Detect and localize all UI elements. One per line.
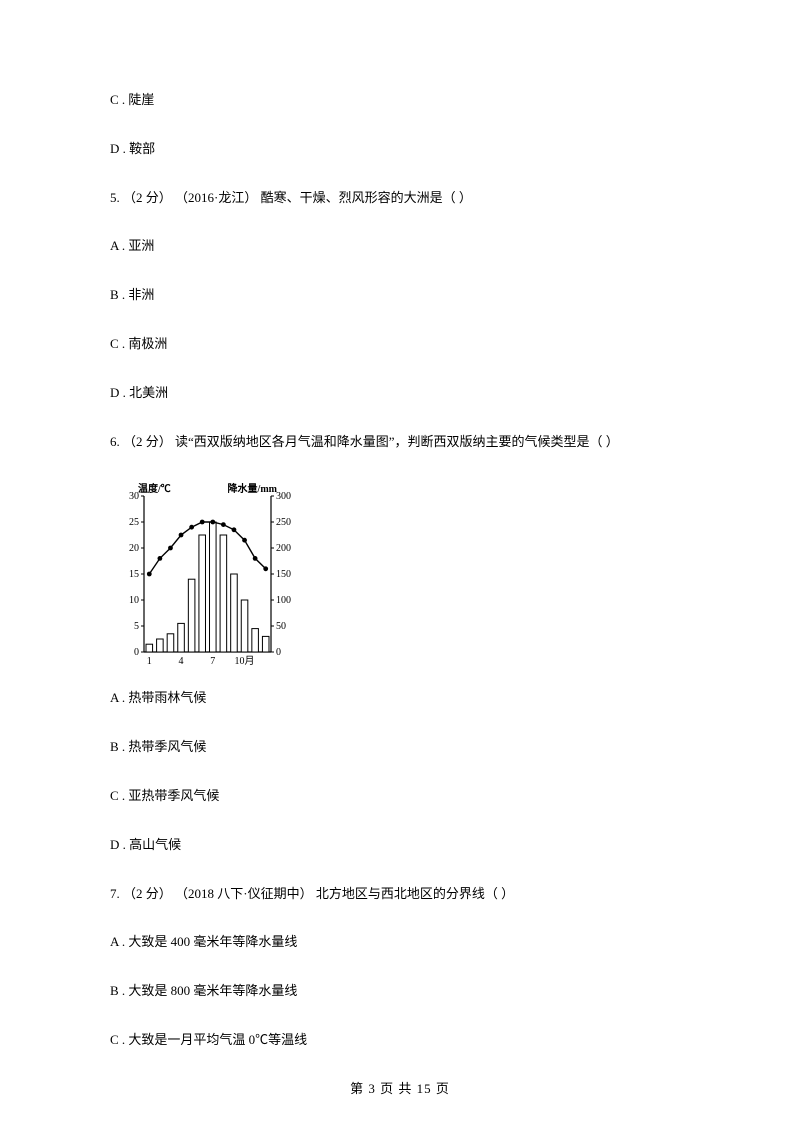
svg-text:10: 10 [129, 595, 139, 606]
option-c-6: C . 亚热带季风气候 [110, 786, 690, 807]
option-c-5: C . 南极洲 [110, 334, 690, 355]
question-7: 7. （2 分） （2018 八下·仪征期中） 北方地区与西北地区的分界线（ ） [110, 884, 690, 905]
option-c-4: C . 陡崖 [110, 90, 690, 111]
svg-text:7: 7 [210, 656, 215, 667]
svg-text:25: 25 [129, 517, 139, 528]
question-6: 6. （2 分） 读“西双版纳地区各月气温和降水量图”，判断西双版纳主要的气候类… [110, 432, 690, 453]
option-d-5: D . 北美洲 [110, 383, 690, 404]
svg-text:0: 0 [134, 647, 139, 658]
option-a-5: A . 亚洲 [110, 236, 690, 257]
option-b-6: B . 热带季风气候 [110, 737, 690, 758]
svg-text:50: 50 [276, 621, 286, 632]
question-5: 5. （2 分） （2016·龙江） 酷寒、干燥、烈风形容的大洲是（ ） [110, 188, 690, 209]
svg-text:1: 1 [147, 656, 152, 667]
svg-text:20: 20 [129, 543, 139, 554]
svg-text:250: 250 [276, 517, 291, 528]
option-b-5: B . 非洲 [110, 285, 690, 306]
option-d-6: D . 高山气候 [110, 835, 690, 856]
option-d-4: D . 鞍部 [110, 139, 690, 160]
svg-text:0: 0 [276, 647, 281, 658]
option-a-6: A . 热带雨林气候 [110, 688, 690, 709]
svg-text:15: 15 [129, 569, 139, 580]
climate-chart: 温度/℃降水量/mm051015202530050100150200250300… [110, 480, 690, 670]
svg-text:150: 150 [276, 569, 291, 580]
svg-text:100: 100 [276, 595, 291, 606]
option-c-7: C . 大致是一月平均气温 0℃等温线 [110, 1030, 690, 1051]
svg-text:温度/℃: 温度/℃ [138, 482, 171, 495]
svg-text:5: 5 [134, 621, 139, 632]
option-b-7: B . 大致是 800 毫米年等降水量线 [110, 981, 690, 1002]
svg-text:200: 200 [276, 543, 291, 554]
svg-text:降水量/mm: 降水量/mm [228, 482, 278, 495]
svg-text:10月: 10月 [235, 655, 255, 667]
svg-text:30: 30 [129, 491, 139, 502]
option-a-7: A . 大致是 400 毫米年等降水量线 [110, 932, 690, 953]
svg-text:300: 300 [276, 491, 291, 502]
svg-text:4: 4 [179, 656, 184, 667]
page-footer: 第 3 页 共 15 页 [0, 1078, 800, 1097]
